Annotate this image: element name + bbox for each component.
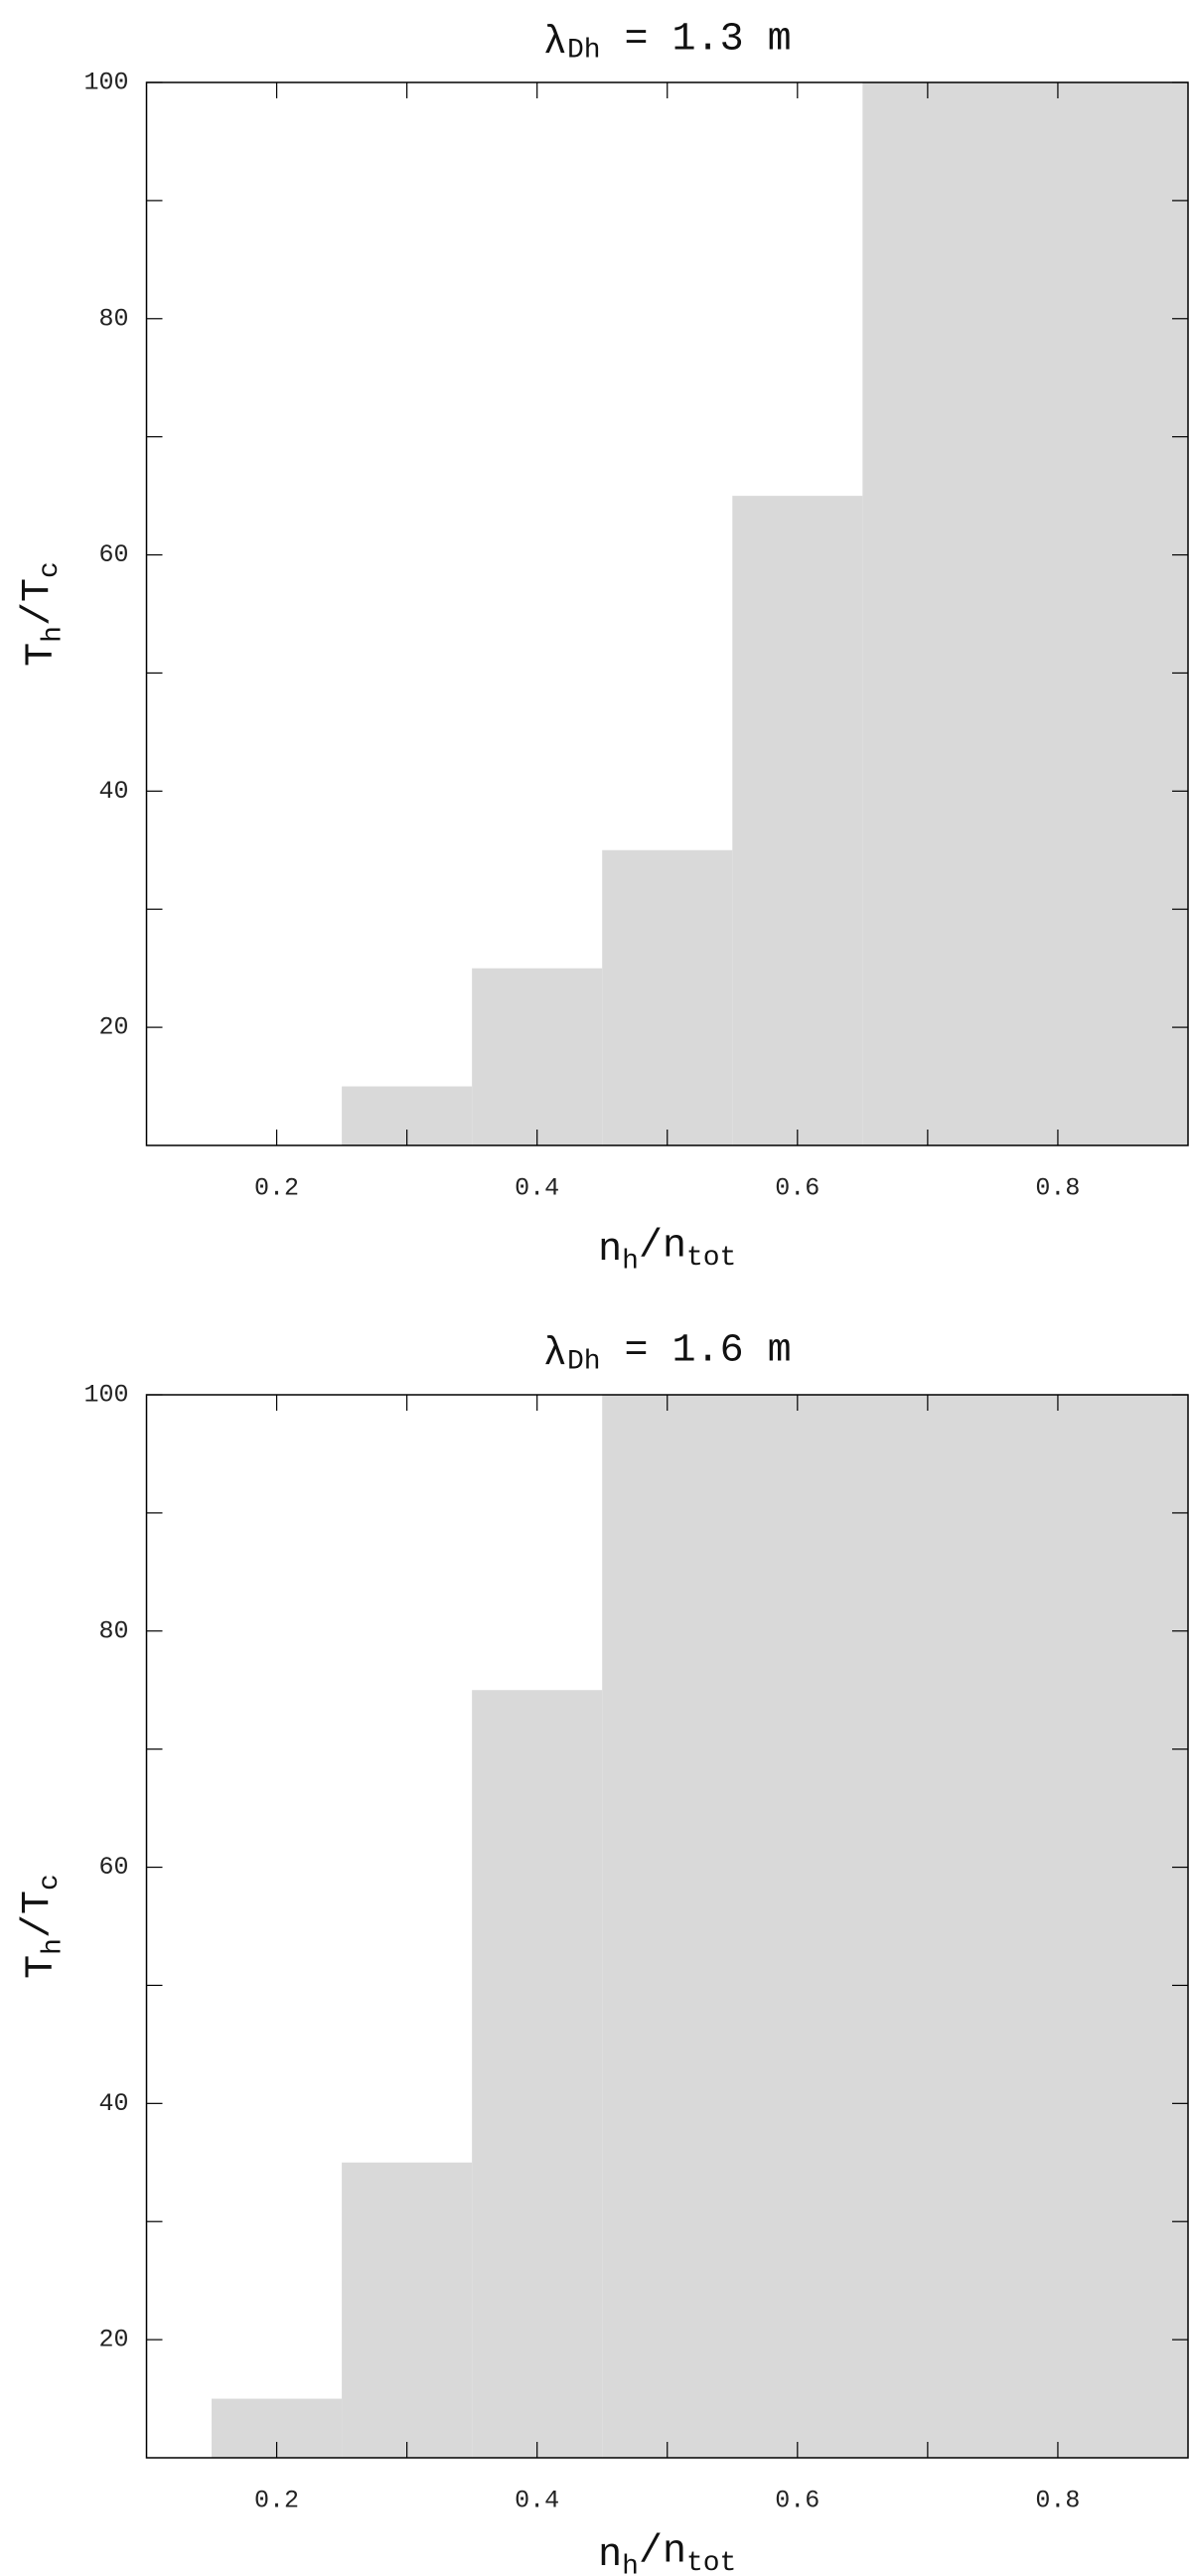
bar — [732, 496, 863, 1146]
label-part: T — [20, 1955, 65, 1979]
y-tick-label: 100 — [83, 69, 128, 97]
x-tick-label: 0.8 — [1035, 2487, 1080, 2515]
bar — [602, 849, 733, 1145]
label-part: n — [598, 2533, 622, 2576]
label-part: h — [622, 2551, 639, 2576]
label-part: h — [38, 626, 69, 643]
y-axis-label: Th/Tc — [16, 1874, 69, 1979]
y-tick-label: 20 — [98, 2326, 128, 2354]
bar — [862, 82, 1188, 1145]
label-part: tot — [686, 2548, 736, 2576]
x-tick-label: 0.2 — [254, 2487, 299, 2515]
label-part: Dh — [567, 36, 601, 67]
y-tick-label: 20 — [98, 1013, 128, 1042]
x-tick-label: 0.4 — [515, 1174, 559, 1203]
label-part: T — [20, 643, 65, 667]
label-part: /n — [639, 2529, 686, 2574]
label-part: /n — [639, 1224, 686, 1269]
y-tick-label: 80 — [98, 304, 128, 333]
label-part: h — [622, 1246, 639, 1277]
y-tick-label: 40 — [98, 2089, 128, 2118]
x-tick-label: 0.6 — [775, 2487, 820, 2515]
x-axis-label: nh/ntot — [598, 1224, 736, 1277]
x-tick-label: 0.6 — [775, 1174, 820, 1203]
label-part: = 1.6 m — [601, 1328, 792, 1373]
y-tick-label: 100 — [83, 1381, 128, 1410]
bar — [602, 1395, 1188, 2458]
label-part: Dh — [567, 1347, 601, 1378]
bar — [472, 968, 603, 1145]
y-tick-label: 60 — [98, 1853, 128, 1882]
chart-title: λDh = 1.3 m — [543, 17, 792, 67]
y-tick-label: 40 — [98, 777, 128, 806]
label-part: = 1.3 m — [601, 17, 792, 62]
x-tick-label: 0.4 — [515, 2487, 559, 2515]
label-part: h — [38, 1938, 69, 1955]
label-part: c — [35, 561, 66, 578]
x-axis-label: nh/ntot — [598, 2529, 736, 2576]
y-tick-label: 60 — [98, 540, 128, 569]
label-part: /T — [16, 1891, 61, 1938]
label-part: λ — [543, 1332, 567, 1377]
label-part: c — [35, 1874, 66, 1891]
x-tick-label: 0.8 — [1035, 1174, 1080, 1203]
label-part: /T — [16, 578, 61, 626]
chart-title: λDh = 1.6 m — [543, 1328, 792, 1378]
bar — [472, 1690, 603, 2458]
bar — [342, 2162, 473, 2458]
label-part: n — [598, 1228, 622, 1273]
y-axis-label: Th/Tc — [16, 561, 69, 667]
x-tick-label: 0.2 — [254, 1174, 299, 1203]
y-tick-label: 80 — [98, 1616, 128, 1645]
label-part: tot — [686, 1243, 736, 1274]
label-part: λ — [543, 21, 567, 66]
